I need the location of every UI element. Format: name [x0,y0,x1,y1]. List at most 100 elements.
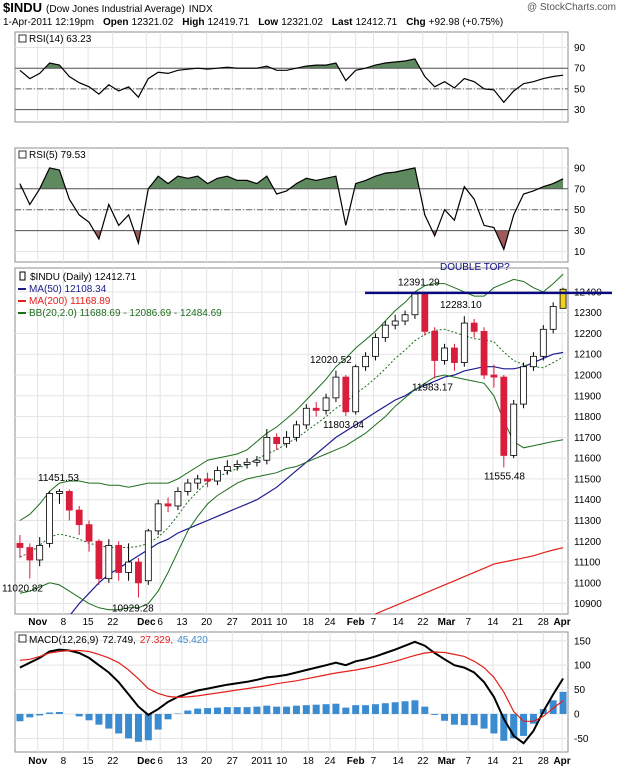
candle-body [441,347,448,361]
candle-body [263,436,271,461]
y-tick-label: 10900 [574,599,602,610]
histogram-bar [352,705,360,714]
candle-body [322,397,330,411]
legend-icon [19,271,26,281]
y-tick-label: 70 [574,64,586,75]
candle-body [223,466,231,472]
histogram-bar [441,713,449,721]
double-top-label: DOUBLE TOP? [440,262,510,273]
x-tick-label: 27 [227,756,239,767]
legend-entry: MA(200) 11168.89 [29,296,111,307]
histogram-bar [322,704,330,714]
x-tick-label: Mar [438,617,456,628]
price-annotation: 11020.82 [2,584,43,595]
candle-body [302,407,310,426]
candle-body [500,376,508,456]
x-tick-label: 14 [393,756,405,767]
candle-body [401,314,409,322]
candle-body [204,478,211,482]
legend-entry: 72.749, [102,635,135,646]
histogram-bar [342,707,350,714]
candle-body [46,493,53,544]
y-tick-label: 11600 [574,454,602,465]
candle-body [243,461,251,465]
candle-body [194,478,202,484]
candle-body [391,320,399,326]
legend-icon [18,150,27,159]
y-tick-label: 70 [574,184,586,195]
y-tick-label: 11100 [574,558,601,569]
macd-title: MACD(12,26,9) [29,635,98,646]
quote-value: +92.98 (+0.75%) [429,17,504,28]
quote-label: Chg [406,17,425,28]
y-tick-label: 50 [574,205,586,216]
bollinger-middle [19,328,564,558]
quote-value: 12321.02 [281,17,323,28]
y-tick-label: 12000 [574,371,602,382]
overbought-fill-group [19,167,564,189]
y-tick-label: 30 [574,226,586,237]
candle-body [105,545,113,580]
y-tick-label: 100 [574,661,591,672]
x-tick-label: 20 [201,617,213,628]
y-tick-label: 12300 [574,308,602,319]
histogram-bar [283,706,291,714]
x-tick-label: 18 [303,617,315,628]
legend-entry: 45.420 [177,635,208,646]
histogram-bar [559,691,567,714]
x-tick-label: 2011 [251,756,273,767]
candle-body [36,545,44,561]
candle-body [85,524,93,542]
x-tick-label: 6 [157,617,163,628]
histogram-bar [460,713,468,726]
histogram-bar [194,708,202,714]
candle-body [480,330,488,376]
y-tick-label: -50 [574,734,589,745]
x-tick-label: 28 [538,756,550,767]
candle-body [125,561,132,573]
candle-body [135,561,142,584]
rsi-line [19,167,564,252]
histogram-bar [371,704,379,714]
candle-body [332,376,340,399]
candle-body [510,403,518,456]
histogram-bar [16,713,24,722]
rsi-line [19,58,564,104]
quote-line: 1-Apr-2011 12:19pm Open 12321.02 High 12419.… [3,17,503,28]
histogram-bar [144,713,152,741]
candle-body [549,306,557,330]
y-tick-label: 11000 [574,578,602,589]
panel-label: RSI(5) 79.53 [29,150,86,161]
histogram-bar [115,713,123,734]
candle-body [154,503,162,532]
histogram-bar [263,705,271,714]
panel-frame [14,147,569,263]
legend-entry: $INDU (Daily) 12412.71 [30,272,137,283]
histogram-bar [164,713,172,720]
x-tick-label: Feb [347,617,365,628]
x-tick-label: Feb [347,756,365,767]
histogram-bar [213,707,221,714]
candle-body [352,366,360,413]
plot-area [15,32,568,122]
histogram-bar [75,713,83,717]
candle-body [470,322,478,332]
histogram-bar [520,713,528,736]
legend-entry: 27.329, [140,635,173,646]
candle-body [431,330,439,361]
candle-body [115,545,123,573]
histogram-bar [292,705,300,714]
histogram-bar [411,700,419,714]
candle-body [421,293,429,332]
quote-label: Open [103,17,129,28]
histogram-bar [431,713,439,715]
histogram-bar [105,713,113,729]
header-title: $INDU (Dow Jones Industrial Average) INDX [3,0,213,15]
y-tick-label: 150 [574,636,591,647]
histogram-bar [204,708,212,714]
y-tick-label: 12200 [574,329,602,340]
y-tick-label: 10 [574,247,586,258]
histogram-bar [125,713,133,739]
x-tick-label: 10 [276,756,288,767]
